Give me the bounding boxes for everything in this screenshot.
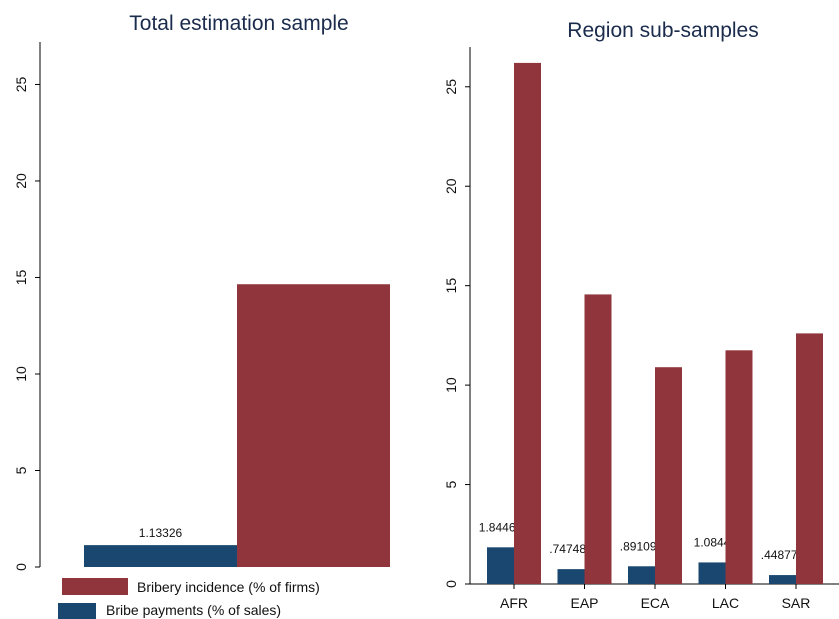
bar	[84, 545, 237, 567]
value-label: 1.84464	[479, 520, 523, 534]
y-tick-label: 10	[443, 377, 459, 393]
value-label: .747485	[549, 542, 593, 556]
y-tick-label: 15	[443, 278, 459, 294]
bar	[655, 367, 682, 584]
y-tick-label: 0	[443, 580, 459, 588]
legend-label: Bribe payments (% of sales)	[106, 602, 281, 618]
y-tick-label: 20	[13, 173, 29, 189]
chart-title: Region sub-samples	[567, 19, 758, 42]
legend-swatch	[62, 578, 128, 595]
bar	[698, 562, 726, 584]
x-tick-label: ECA	[641, 595, 670, 611]
bar	[557, 569, 585, 584]
bar	[514, 62, 541, 584]
y-tick-label: 5	[443, 480, 459, 488]
legend-label: Bribery incidence (% of firms)	[137, 579, 320, 595]
bar	[725, 350, 753, 584]
y-tick-label: 10	[13, 366, 29, 382]
bar	[487, 547, 514, 584]
bar	[584, 294, 612, 584]
y-tick-label: 20	[443, 178, 459, 194]
value-label: .448775	[761, 548, 805, 562]
bar	[237, 284, 390, 567]
x-tick-label: AFR	[500, 595, 528, 611]
value-label: .891099	[620, 539, 664, 553]
y-tick-label: 0	[13, 563, 29, 571]
bar	[769, 575, 796, 584]
y-tick-label: 15	[13, 269, 29, 285]
x-tick-label: EAP	[570, 595, 598, 611]
legend-swatch	[58, 603, 96, 619]
value-label: 1.13326	[139, 526, 183, 540]
x-tick-label: LAC	[712, 595, 739, 611]
bar	[796, 333, 823, 584]
y-tick-label: 25	[443, 79, 459, 95]
bar	[628, 566, 655, 584]
value-label: 1.0844	[694, 535, 731, 549]
y-tick-label: 25	[13, 76, 29, 92]
chart-title: Total estimation sample	[129, 12, 348, 35]
x-tick-label: SAR	[782, 595, 811, 611]
y-tick-label: 5	[13, 466, 29, 474]
